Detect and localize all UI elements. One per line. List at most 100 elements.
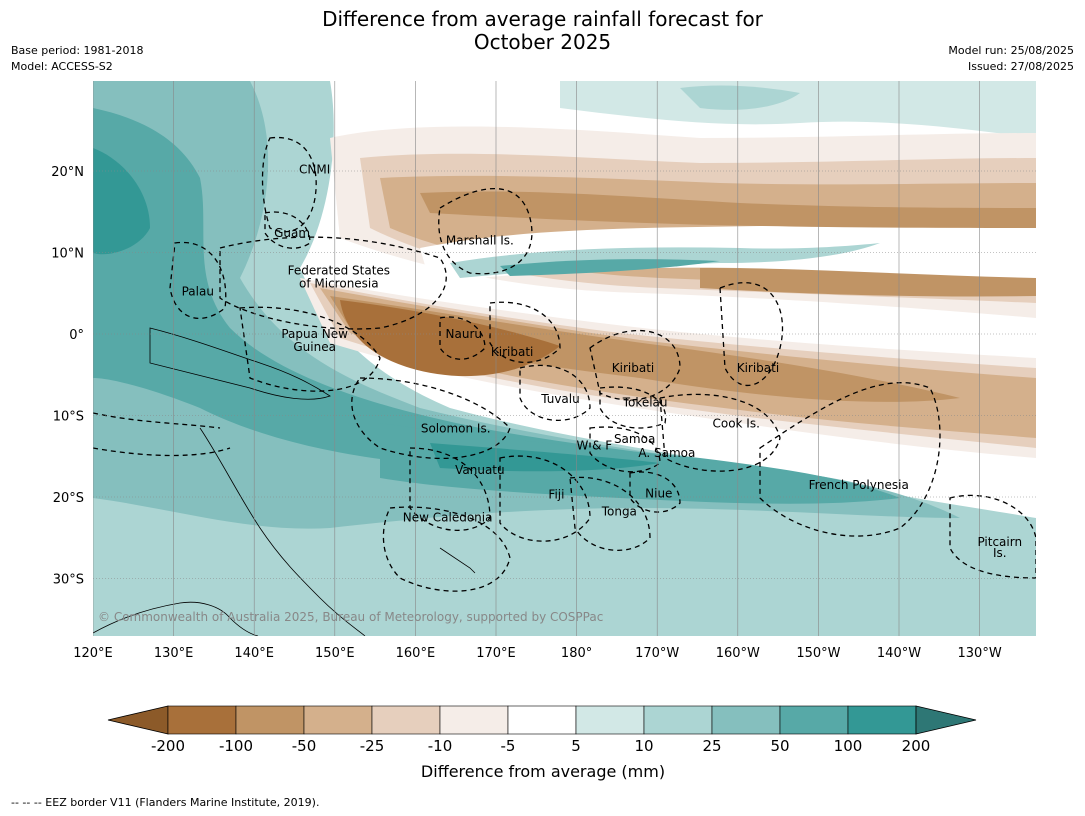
colorbar-box bbox=[303, 705, 373, 735]
longitude-tick-label: 150°W bbox=[796, 646, 840, 661]
eez-palau bbox=[169, 241, 227, 319]
eez-tokelau bbox=[599, 386, 667, 429]
colorbar-boxes bbox=[107, 705, 977, 735]
region-label: Papua New bbox=[281, 327, 348, 341]
wet-zone-west-core2 bbox=[93, 148, 150, 255]
longitude-tick-label: 170°E bbox=[476, 646, 516, 661]
title-line-1: Difference from average rainfall forecas… bbox=[322, 7, 763, 31]
region-label: Tokelau bbox=[622, 395, 668, 409]
wet-zone-north-patch bbox=[680, 85, 800, 110]
colorbar-tick-label: -200 bbox=[151, 737, 185, 755]
colorbar-tick-label: -5 bbox=[501, 737, 516, 755]
eez-borders bbox=[93, 136, 1036, 592]
longitude-tick-label: 160°E bbox=[396, 646, 436, 661]
colorbar-tick-label: -50 bbox=[292, 737, 317, 755]
model-run-info: Model run: 25/08/2025 Issued: 27/08/2025 bbox=[948, 43, 1074, 75]
colorbar-box bbox=[643, 705, 713, 735]
title-line-2: October 2025 bbox=[473, 30, 612, 54]
region-label: Cook Is. bbox=[712, 417, 759, 431]
colorbar-tick-label: 100 bbox=[834, 737, 863, 755]
latitude-tick-label: 30°S bbox=[53, 573, 84, 588]
eez-png bbox=[239, 306, 381, 392]
colorbar-box bbox=[371, 705, 441, 735]
colorbar-tick-label: 200 bbox=[902, 737, 931, 755]
colorbar-box bbox=[575, 705, 645, 735]
land-outline-australia bbox=[93, 601, 259, 636]
eez-marshall bbox=[438, 187, 533, 275]
region-label: Pitcairn bbox=[977, 535, 1022, 549]
dry-band-north-strong bbox=[420, 191, 1036, 228]
region-label: of Micronesia bbox=[299, 276, 379, 290]
region-label: Nauru bbox=[446, 327, 482, 341]
longitude-tick-label: 130°E bbox=[154, 646, 194, 661]
colorbar-tick-label: 50 bbox=[770, 737, 789, 755]
eez-solomon bbox=[351, 377, 511, 459]
model-name: Model: ACCESS-S2 bbox=[11, 60, 113, 73]
land-outline-png bbox=[149, 327, 331, 400]
region-label: Guam bbox=[274, 226, 310, 240]
issued-date: Issued: 27/08/2025 bbox=[967, 60, 1074, 73]
colorbar: -200 -100 -50 -25 -10 -5 5 10 25 50 100 200 Differe… bbox=[107, 705, 977, 781]
region-label: Fiji bbox=[548, 488, 564, 502]
colorbar-box bbox=[235, 705, 305, 735]
region-label: Tonga bbox=[601, 505, 637, 519]
wet-zone-north bbox=[560, 81, 1036, 138]
region-label: French Polynesia bbox=[809, 478, 909, 492]
base-period-info: Base period: 1981-2018 Model: ACCESS-S2 bbox=[11, 43, 143, 75]
longitude-tick-label: 180° bbox=[561, 646, 592, 661]
region-label: Tuvalu bbox=[540, 392, 580, 406]
longitude-tick-labels: 120°E 130°E 140°E 150°E 160°E 170°E 180° 170°W 1… bbox=[73, 646, 1002, 661]
model-run: Model run: 25/08/2025 bbox=[948, 44, 1074, 57]
eez-australia bbox=[93, 412, 231, 457]
longitude-tick-label: 160°W bbox=[716, 646, 760, 661]
colorbar-box bbox=[711, 705, 781, 735]
longitude-tick-label: 120°E bbox=[73, 646, 113, 661]
region-label: W & F bbox=[576, 439, 612, 453]
colorbar-tick-label: 25 bbox=[702, 737, 721, 755]
map-gridlines bbox=[93, 81, 1036, 636]
region-label: Marshall Is. bbox=[446, 233, 514, 247]
latitude-tick-label: 20°N bbox=[51, 165, 84, 180]
wet-tongue-core bbox=[500, 259, 720, 276]
region-label: Guinea bbox=[293, 340, 336, 354]
region-label: Vanuatu bbox=[455, 463, 505, 477]
region-label: Kiribati bbox=[612, 361, 654, 375]
colorbar-extend-low bbox=[107, 705, 169, 735]
longitude-tick-label: 140°W bbox=[877, 646, 921, 661]
region-label: Federated States bbox=[288, 263, 390, 277]
colorbar-tick-labels: -200 -100 -50 -25 -10 -5 5 10 25 50 100 200 bbox=[151, 737, 930, 755]
latitude-tick-label: 20°S bbox=[53, 491, 84, 506]
region-label: Palau bbox=[182, 285, 214, 299]
wet-zone-west-strong bbox=[93, 108, 720, 472]
latitude-tick-label: 10°S bbox=[53, 410, 84, 425]
colorbar-box bbox=[847, 705, 917, 735]
region-label: Is. bbox=[993, 546, 1007, 560]
region-label: New Caledonia bbox=[403, 510, 493, 524]
eez-kiribati-west bbox=[489, 301, 561, 364]
eez-french-polynesia bbox=[759, 382, 941, 537]
colorbar-extend-high bbox=[915, 705, 977, 735]
eez-niue bbox=[629, 471, 681, 513]
colorbar-box bbox=[507, 705, 577, 735]
colorbar-tick-label: -25 bbox=[360, 737, 385, 755]
latitude-tick-labels: 20°N 10°N 0° 10°S 20°S 30°S bbox=[51, 165, 84, 588]
region-label: Niue bbox=[645, 487, 672, 501]
eez-vanuatu bbox=[409, 447, 491, 531]
colorbar-tick-label: -100 bbox=[219, 737, 253, 755]
land-outline-queensland bbox=[199, 427, 366, 636]
longitude-tick-label: 170°W bbox=[635, 646, 679, 661]
colorbar-box bbox=[439, 705, 509, 735]
eez-fiji bbox=[499, 455, 591, 542]
land-outline-new-caledonia bbox=[439, 547, 476, 574]
region-label: Samoa bbox=[614, 432, 655, 446]
eez-border-legend: -- -- -- EEZ border V11 (Flanders Marine… bbox=[11, 796, 320, 809]
dry-band-eq-strong bbox=[330, 296, 960, 402]
colorbar-tick-label: 10 bbox=[634, 737, 653, 755]
longitude-tick-label: 140°E bbox=[234, 646, 274, 661]
latitude-tick-label: 0° bbox=[69, 328, 84, 343]
colorbar-tick-label: -10 bbox=[428, 737, 453, 755]
longitude-tick-label: 150°E bbox=[315, 646, 355, 661]
longitude-tick-label: 130°W bbox=[958, 646, 1002, 661]
eez-tonga bbox=[569, 476, 651, 551]
